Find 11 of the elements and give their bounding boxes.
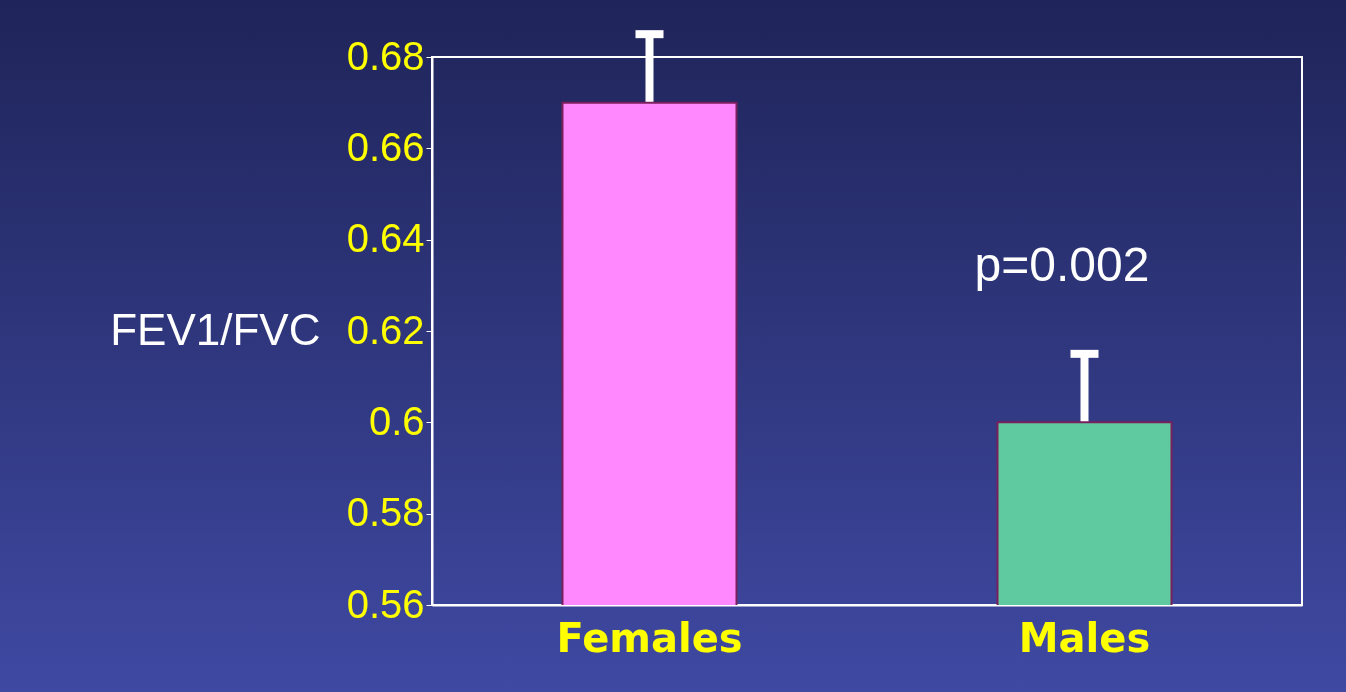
y-axis-title: FEV1/FVC: [110, 304, 321, 354]
y-tick-label: 0.66: [346, 124, 425, 169]
x-tick-label: Females: [556, 614, 743, 661]
y-tick-label: 0.58: [346, 490, 425, 535]
annotation: p=0.002: [974, 238, 1150, 291]
x-tick-label: Males: [1018, 614, 1151, 661]
y-tick-label: 0.64: [346, 216, 425, 261]
y-tick-label: 0.56: [346, 581, 425, 626]
y-tick-label: 0.68: [346, 33, 425, 78]
y-tick-label: 0.62: [346, 307, 425, 352]
y-tick-label: 0.6: [368, 398, 425, 443]
